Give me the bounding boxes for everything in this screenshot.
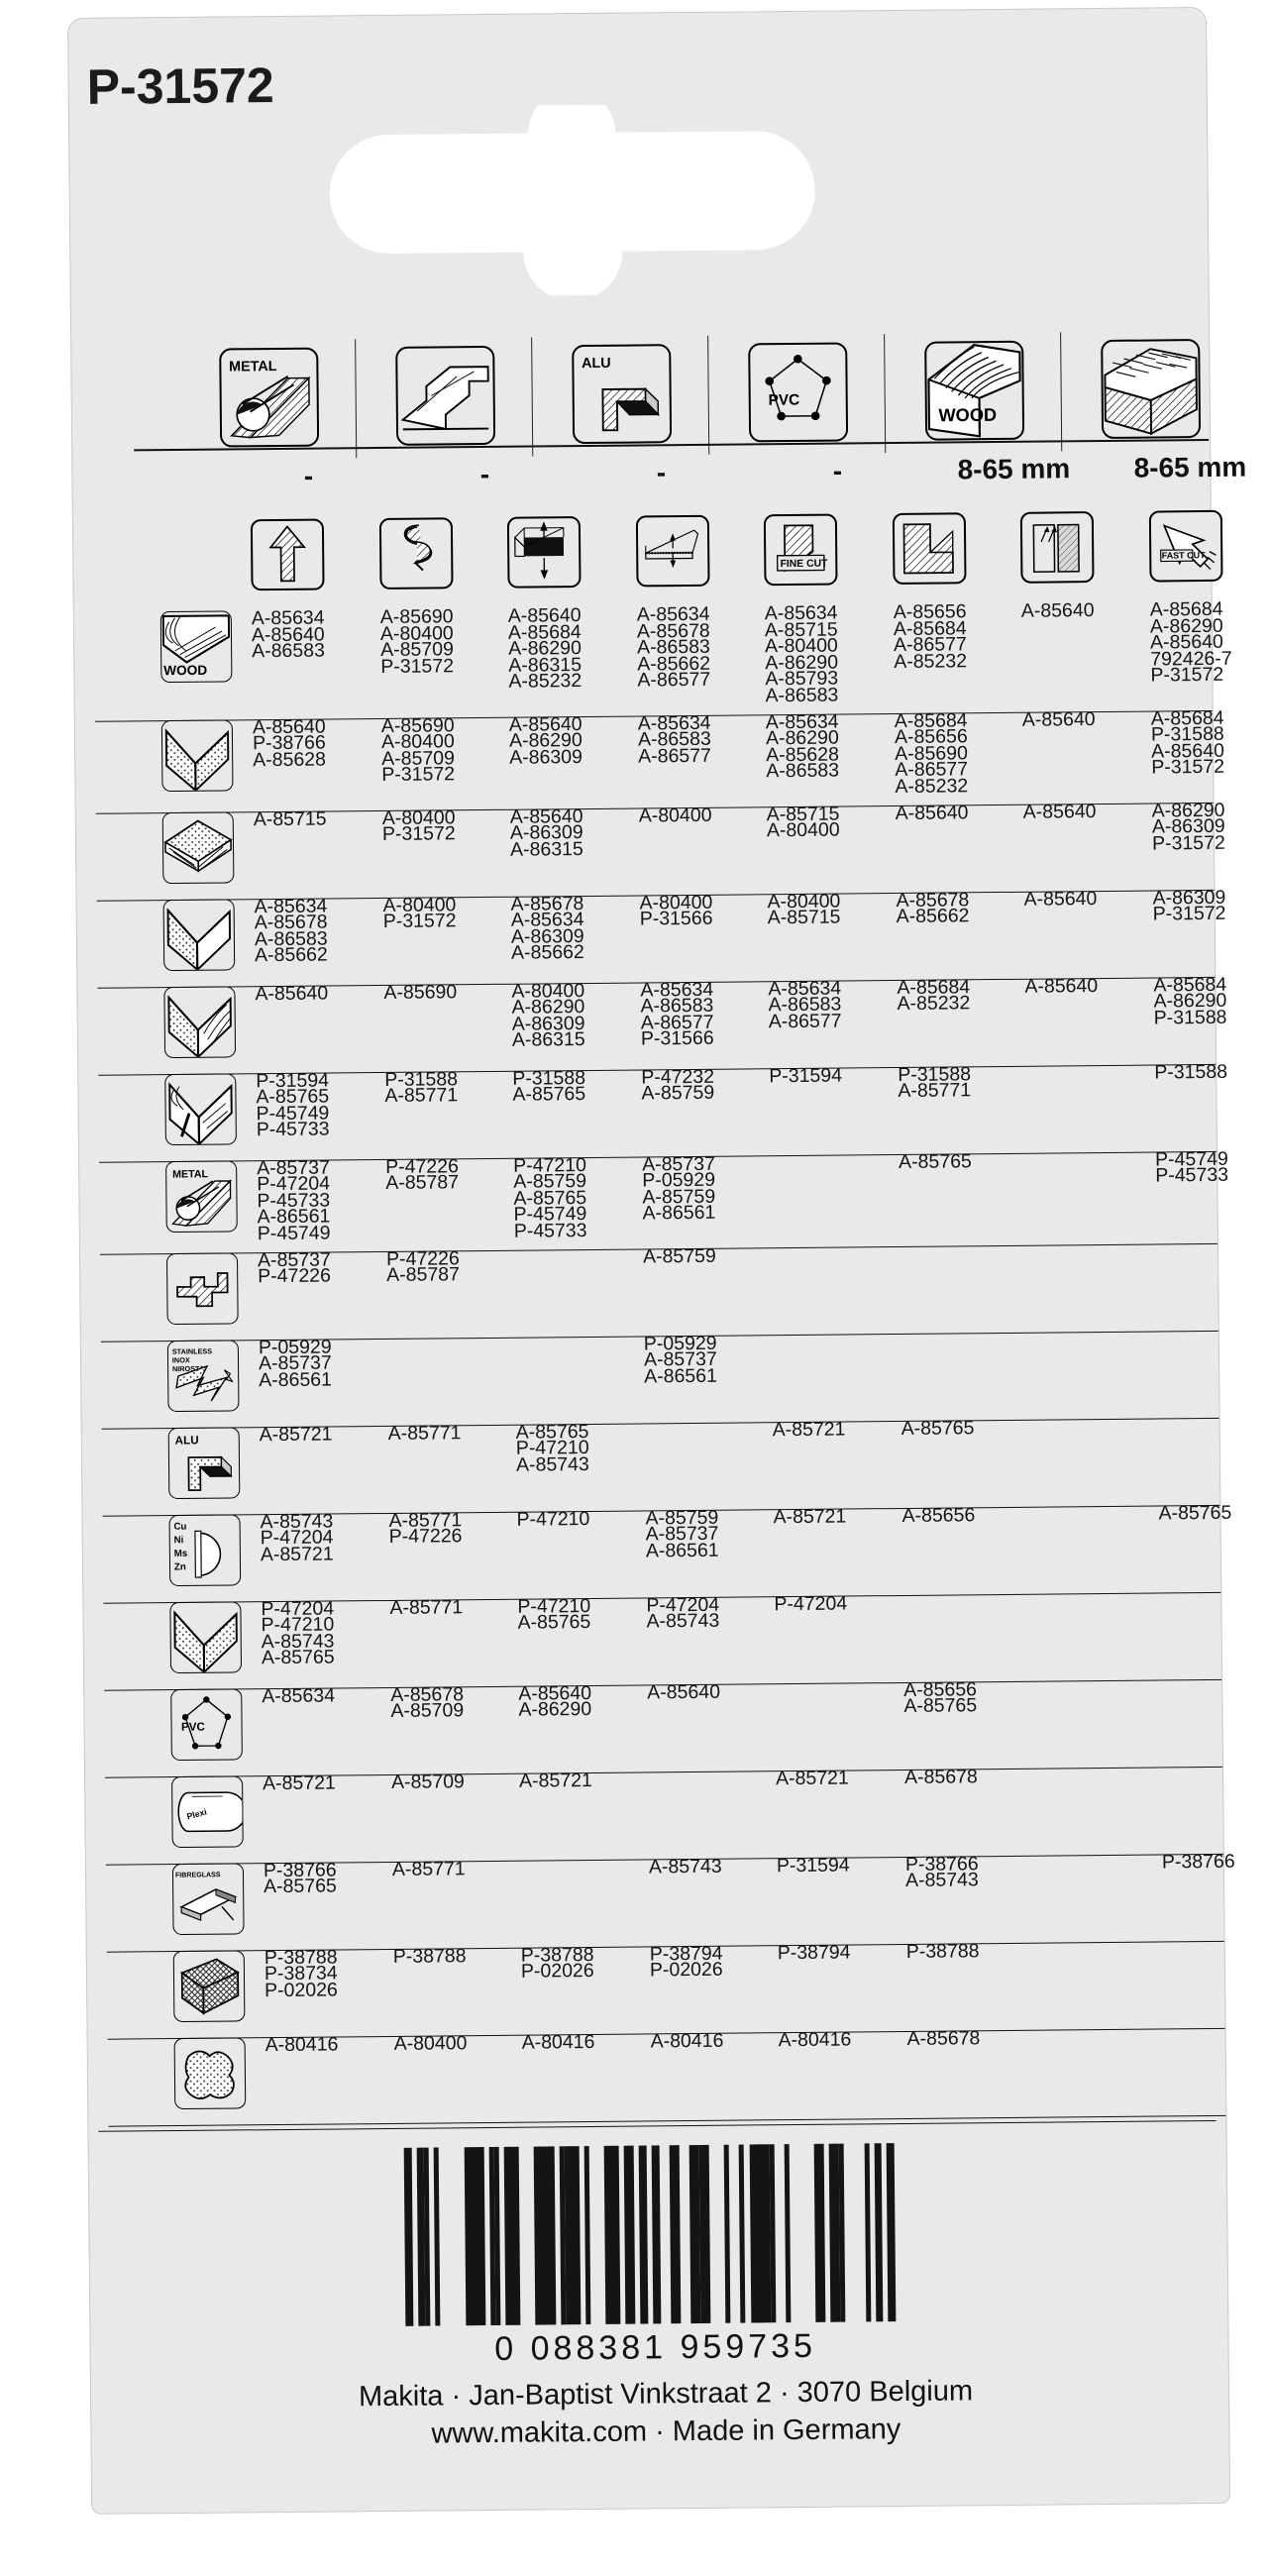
svg-text:FINE CUT: FINE CUT	[780, 559, 828, 570]
svg-text:FAST CUT: FAST CUT	[1162, 550, 1206, 560]
svg-text:STAINLESS: STAINLESS	[172, 1346, 213, 1355]
svg-text:METAL: METAL	[229, 359, 277, 375]
svg-text:Ms: Ms	[174, 1548, 188, 1558]
svg-text:Zn: Zn	[174, 1561, 186, 1572]
svg-text:METAL: METAL	[172, 1168, 209, 1180]
svg-text:PVC: PVC	[768, 391, 799, 408]
svg-text:PVC: PVC	[181, 1720, 206, 1733]
svg-text:INOX: INOX	[172, 1355, 190, 1364]
svg-text:Cu: Cu	[173, 1521, 186, 1532]
svg-text:ALU: ALU	[175, 1434, 199, 1447]
svg-text:ALU: ALU	[582, 356, 611, 372]
svg-text:WOOD: WOOD	[163, 663, 207, 678]
svg-text:Ni: Ni	[174, 1535, 184, 1546]
svg-text:WOOD: WOOD	[938, 404, 997, 426]
svg-text:FIBREGLASS: FIBREGLASS	[175, 1871, 221, 1878]
